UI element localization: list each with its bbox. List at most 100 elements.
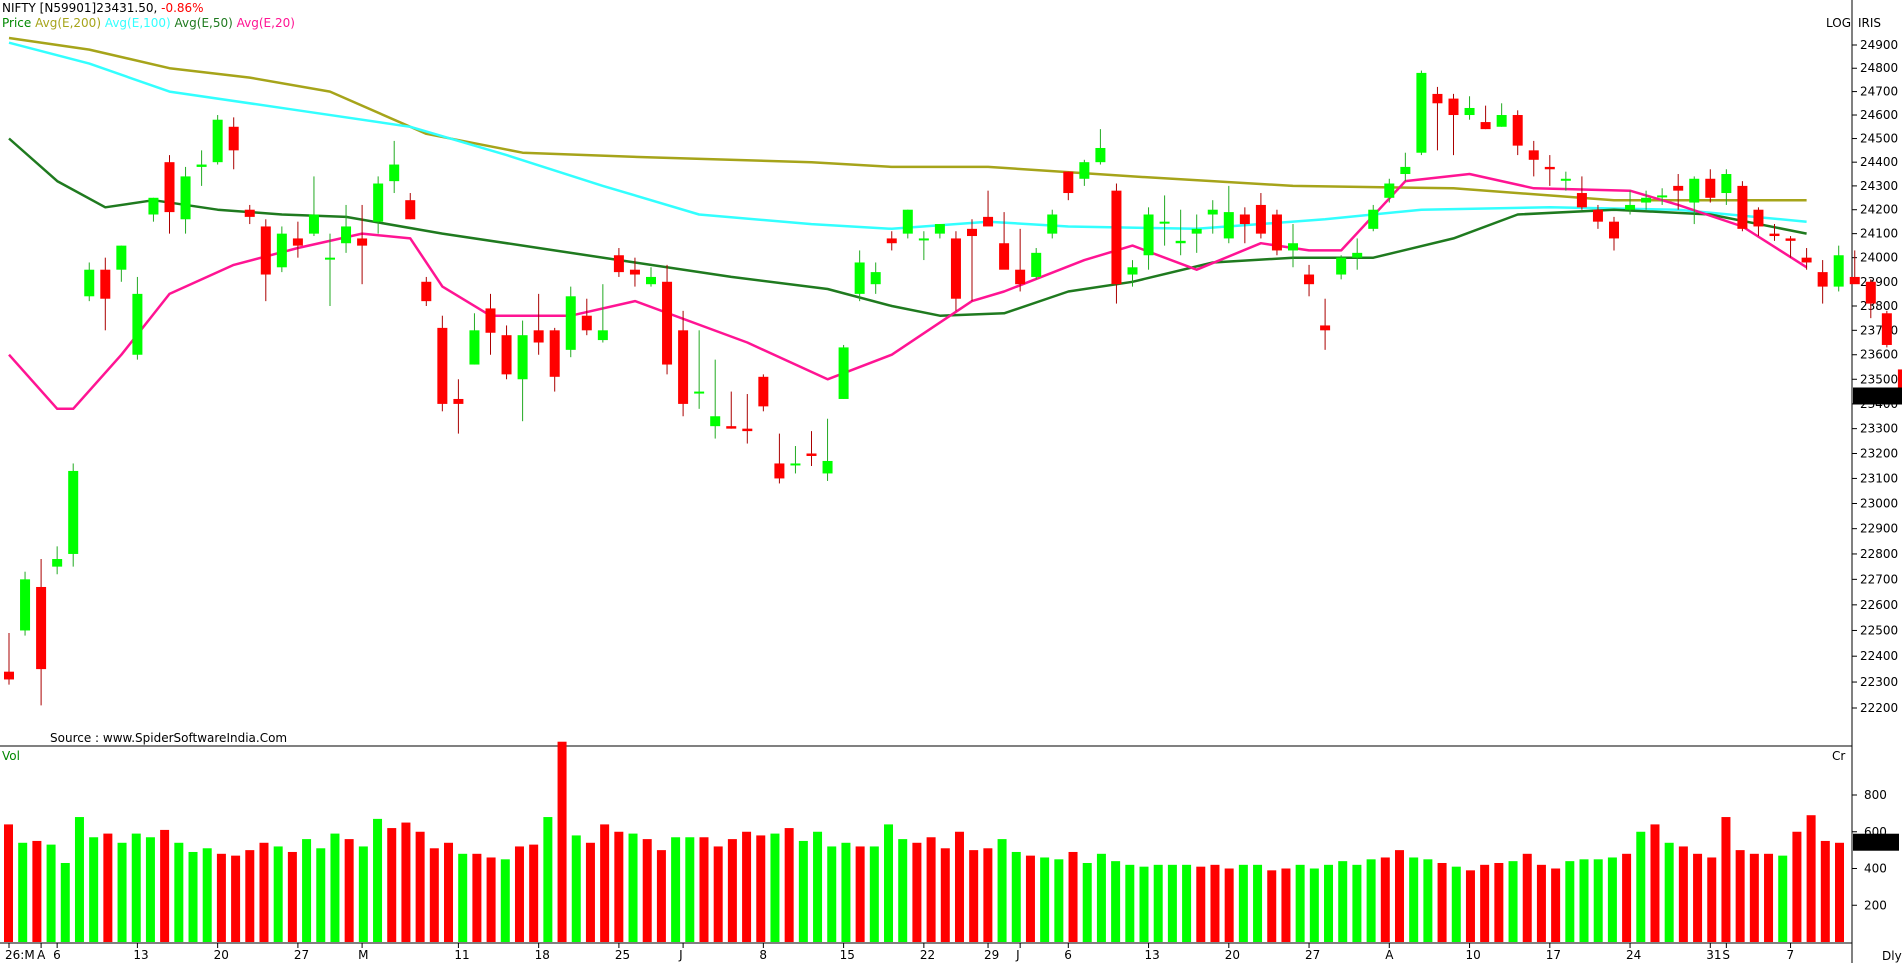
- volume-bar: [1607, 857, 1617, 942]
- volume-bar: [415, 831, 425, 942]
- volume-bar: [486, 857, 496, 942]
- candle-down: [1801, 257, 1812, 263]
- candle-up: [325, 257, 335, 260]
- volume-bar: [344, 839, 354, 942]
- volume-bar: [1678, 846, 1688, 942]
- volume-bar: [1011, 851, 1021, 942]
- candle-up: [68, 470, 79, 554]
- candle-down: [421, 281, 432, 302]
- volume-bar: [1380, 857, 1390, 942]
- candle-up: [1833, 255, 1844, 287]
- candle-down: [806, 453, 817, 456]
- candle-down: [1255, 204, 1266, 234]
- candle-down: [581, 315, 592, 331]
- time-tick-label: S: [1722, 948, 1730, 962]
- price-tick-label: 22200: [1860, 701, 1898, 715]
- price-tick-label: 23600: [1860, 348, 1898, 362]
- time-tick-label: 7: [1787, 948, 1795, 962]
- volume-bar: [273, 846, 283, 942]
- candle-up: [1047, 214, 1058, 234]
- volume-bar: [713, 846, 723, 942]
- candle-down: [1576, 193, 1587, 208]
- time-tick-label: 6: [53, 948, 61, 962]
- volume-bar: [1338, 861, 1348, 942]
- log-scale-label[interactable]: LOG: [1826, 16, 1851, 30]
- period-label: Dly: [1882, 949, 1902, 963]
- time-tick-label: A: [37, 948, 46, 962]
- volume-bar: [954, 831, 964, 942]
- candle-up: [597, 330, 608, 341]
- time-tick-label: 10: [1466, 948, 1481, 962]
- candle-down: [629, 269, 640, 275]
- candle-up: [1641, 197, 1652, 203]
- time-tick-label: J: [1015, 948, 1020, 962]
- volume-bar: [1451, 866, 1461, 942]
- time-tick-label: 13: [133, 948, 148, 962]
- volume-bar: [1465, 870, 1475, 942]
- legend-price: Price: [2, 16, 31, 30]
- candle-down: [244, 209, 255, 217]
- volume-bar: [656, 850, 666, 942]
- volume-bar: [1735, 850, 1745, 942]
- volume-bar: [216, 853, 226, 942]
- volume-bar: [1522, 853, 1532, 942]
- time-tick-label: M: [358, 948, 368, 962]
- volume-bar: [429, 848, 439, 942]
- candle-down: [501, 335, 512, 375]
- time-tick-label: 27: [294, 948, 309, 962]
- candle-up: [1095, 147, 1106, 163]
- candle-up: [389, 164, 400, 182]
- volume-bar: [1068, 851, 1078, 942]
- time-tick-label: 15: [840, 948, 855, 962]
- price-tick-label: 22300: [1860, 675, 1898, 689]
- volume-bar: [1238, 864, 1248, 942]
- candle-up: [1223, 212, 1234, 239]
- candle-down: [292, 238, 303, 246]
- volume-bar: [1693, 853, 1703, 942]
- candle-up: [196, 164, 207, 167]
- volume-bar: [1082, 862, 1092, 942]
- source-label: Source : www.SpiderSoftwareIndia.Com: [50, 731, 287, 745]
- volume-bar: [969, 850, 979, 942]
- volume-bar: [103, 833, 113, 942]
- volume-bar: [1480, 864, 1490, 942]
- candle-up: [1207, 209, 1218, 215]
- candle-down: [36, 586, 47, 670]
- header-change: -0.86%: [161, 1, 203, 15]
- candle-up: [308, 214, 319, 234]
- candle-up: [180, 176, 191, 220]
- volume-title: Vol: [2, 749, 20, 763]
- volume-bar: [145, 837, 155, 942]
- iris-label[interactable]: IRIS: [1858, 16, 1881, 30]
- price-tick-label: 23000: [1860, 497, 1898, 511]
- volume-bar: [855, 846, 865, 942]
- volume-bar: [287, 851, 297, 942]
- ema50-line: [8, 137, 1807, 317]
- volume-bar: [756, 835, 766, 942]
- time-tick-label: 26:M: [5, 948, 35, 962]
- volume-bar: [1025, 855, 1035, 942]
- volume-bar: [74, 817, 84, 942]
- volume-bar: [1324, 864, 1334, 942]
- price-tick-label: 23800: [1860, 299, 1898, 313]
- candle-up: [148, 197, 159, 215]
- volume-bar: [1210, 864, 1220, 942]
- volume-bar: [1650, 824, 1660, 942]
- volume-bar: [330, 833, 340, 942]
- candle-down: [1785, 238, 1796, 241]
- candle-up: [1336, 257, 1347, 275]
- price-axis: 22200 22300 22400 22500 22600 22700 22800 22900…: [1852, 38, 1898, 715]
- volume-bar: [1664, 842, 1674, 942]
- volume-bar: [742, 831, 752, 942]
- volume-bar: [1139, 866, 1149, 942]
- volume-bar: [1167, 864, 1177, 942]
- volume-bar: [813, 831, 823, 942]
- candle-down: [1881, 313, 1892, 345]
- candle-up: [373, 183, 384, 222]
- legend-ema100: Avg(E,100): [105, 16, 171, 30]
- candle-down: [950, 238, 961, 299]
- time-tick-label: J: [678, 948, 683, 962]
- candle-up: [790, 463, 801, 466]
- volume-bar: [671, 837, 681, 942]
- candle-up: [565, 296, 576, 350]
